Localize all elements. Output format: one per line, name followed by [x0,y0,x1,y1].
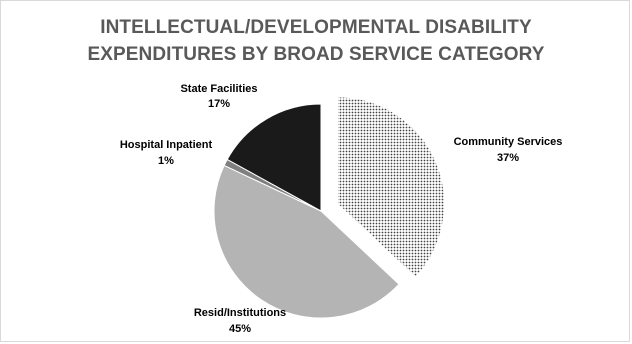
chart-title-line-2: EXPENDITURES BY BROAD SERVICE CATEGORY [87,44,545,65]
label-state-facilities-name: State Facilities [180,83,257,95]
label-resid-institutions-name: Resid/Institutions [194,307,286,319]
label-community-services-name: Community Services [454,136,563,148]
slice-community-services [337,96,445,278]
label-resid-institutions-value: 45% [229,323,251,335]
slice-resid-institutions [213,164,400,319]
label-hospital-inpatient-value: 1% [158,155,174,167]
chart-title: INTELLECTUAL/DEVELOPMENTAL DISABILITY EX… [0,14,632,68]
label-community-services-value: 37% [497,152,519,164]
label-state-facilities-value: 17% [208,98,230,110]
label-hospital-inpatient-name: Hospital Inpatient [120,139,213,151]
slice-state-facilities [226,103,322,212]
chart-title-line-1: INTELLECTUAL/DEVELOPMENTAL DISABILITY [100,17,532,38]
pie-labels: State Facilities 17% Hospital Inpatient … [120,83,563,335]
pie-slices [213,96,445,319]
